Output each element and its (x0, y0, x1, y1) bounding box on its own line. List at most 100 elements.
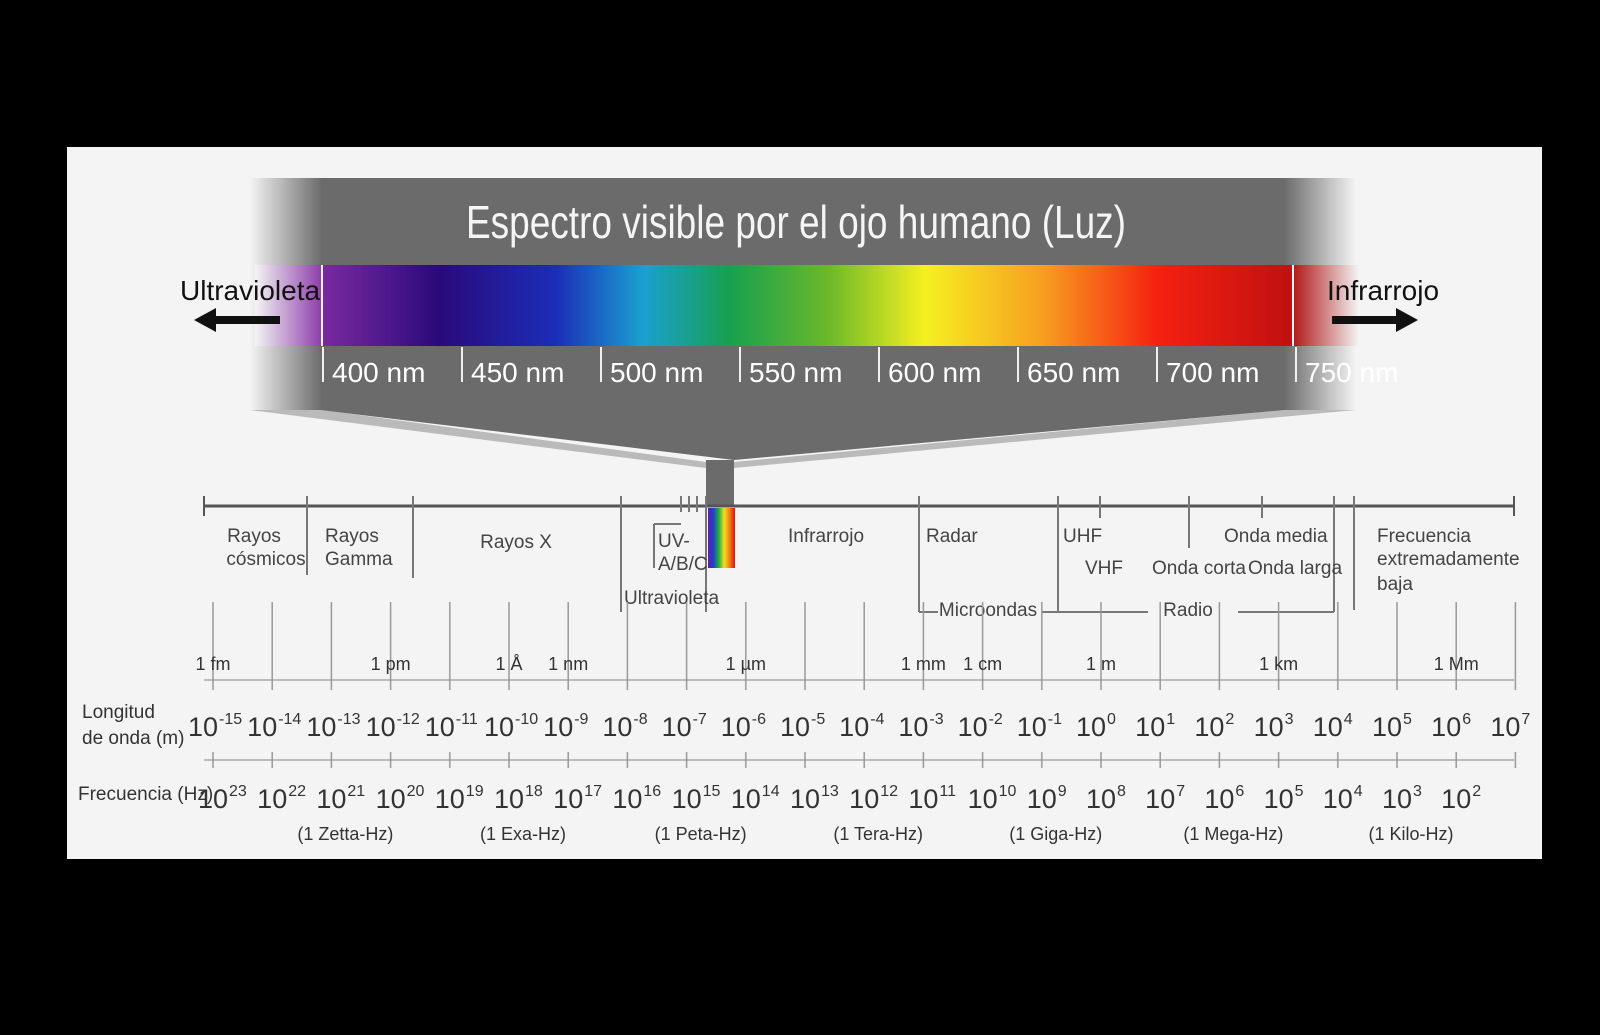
power-exponent: 6 (1462, 711, 1471, 728)
power-of-ten: 10 13 (790, 783, 839, 814)
power-of-ten: 10 17 (553, 783, 602, 814)
power-base: 10 (612, 784, 642, 814)
nm-tick-label: 600 nm (888, 357, 981, 388)
ultraviolet-fade (255, 265, 323, 346)
power-of-ten: 10 -1 (1017, 711, 1062, 742)
power-base: 10 (198, 784, 228, 814)
power-of-ten: 10 10 (968, 783, 1017, 814)
frequency-named-label: (1 Kilo-Hz) (1368, 824, 1453, 844)
power-of-ten: 10 18 (494, 783, 543, 814)
power-exponent: -14 (278, 711, 301, 728)
power-exponent: 21 (347, 783, 365, 800)
power-exponent: -9 (574, 711, 588, 728)
power-base: 10 (849, 784, 879, 814)
power-base: 10 (780, 712, 810, 742)
power-base: 10 (494, 784, 524, 814)
infrared-label: Infrarrojo (1327, 275, 1439, 306)
power-base: 10 (1382, 784, 1412, 814)
ultraviolet-band-label: Ultravioleta (624, 588, 719, 609)
named-length-label: 1 pm (371, 654, 411, 674)
frequency-powers: 10 23 10 22 10 21 10 20 10 19 10 18 10 17 10 16 10 15 10 14… (198, 783, 1481, 814)
power-of-ten: 10 21 (316, 783, 365, 814)
power-exponent: 17 (584, 783, 602, 800)
power-exponent: -15 (219, 711, 242, 728)
power-exponent: 8 (1117, 783, 1126, 800)
power-of-ten: 10 3 (1254, 711, 1294, 742)
power-exponent: 3 (1413, 783, 1422, 800)
wavelength-axis-label-2: de onda (m) (82, 728, 184, 749)
power-of-ten: 10 -5 (780, 711, 825, 742)
power-base: 10 (1204, 784, 1234, 814)
power-exponent: -4 (870, 711, 884, 728)
power-exponent: 16 (643, 783, 661, 800)
power-base: 10 (1076, 712, 1106, 742)
power-base: 10 (435, 784, 465, 814)
ultraviolet-label: Ultravioleta (180, 275, 320, 306)
power-of-ten: 10 6 (1204, 783, 1244, 814)
power-base: 10 (543, 712, 573, 742)
band-dividers (306, 496, 1355, 613)
power-of-ten: 10 16 (612, 783, 661, 814)
frequency-axis-label: Frecuencia (Hz) (78, 784, 213, 805)
wavelength-axis-label-1: Longitud (82, 702, 155, 723)
power-exponent: -7 (693, 711, 707, 728)
power-exponent: 14 (762, 783, 780, 800)
elf-label-2: extremadamente (1377, 549, 1520, 570)
power-exponent: 2 (1472, 783, 1481, 800)
power-base: 10 (672, 784, 702, 814)
power-base: 10 (1323, 784, 1353, 814)
power-base: 10 (1027, 784, 1057, 814)
power-base: 10 (1490, 712, 1520, 742)
power-base: 10 (1441, 784, 1471, 814)
power-base: 10 (790, 784, 820, 814)
elf-label-3: baja (1377, 574, 1413, 595)
power-of-ten: 10 6 (1431, 711, 1471, 742)
microwaves-label: Microondas (939, 600, 1037, 621)
power-base: 10 (898, 712, 928, 742)
decade-ticks (212, 602, 1517, 768)
power-base: 10 (188, 712, 218, 742)
power-exponent: -10 (515, 711, 538, 728)
power-of-ten: 10 -4 (839, 711, 884, 742)
power-of-ten: 10 2 (1194, 711, 1234, 742)
power-base: 10 (1264, 784, 1294, 814)
power-exponent: 10 (999, 783, 1017, 800)
radio-label: Radio (1163, 600, 1213, 621)
named-length-label: 1 km (1259, 654, 1298, 674)
frequency-named-label: (1 Mega-Hz) (1183, 824, 1283, 844)
power-of-ten: 10 -13 (306, 711, 360, 742)
power-base: 10 (839, 712, 869, 742)
power-of-ten: 10 19 (435, 783, 484, 814)
power-exponent: 15 (703, 783, 721, 800)
power-exponent: 4 (1354, 783, 1363, 800)
infrared-fade (1293, 265, 1359, 346)
power-of-ten: 10 23 (198, 783, 247, 814)
frequency-named-label: (1 Peta-Hz) (655, 824, 747, 844)
power-exponent: 7 (1176, 783, 1185, 800)
nm-tick-label: 500 nm (610, 357, 703, 388)
power-exponent: 18 (525, 783, 543, 800)
power-base: 10 (1431, 712, 1461, 742)
power-exponent: 9 (1058, 783, 1067, 800)
power-exponent: 5 (1295, 783, 1304, 800)
named-length-label: 1 fm (195, 654, 230, 674)
cosmic-rays-label-2: cósmicos (226, 549, 305, 570)
power-of-ten: 10 -7 (662, 711, 707, 742)
gamma-rays-label-2: Gamma (325, 549, 393, 570)
nm-tick-label: 450 nm (471, 357, 564, 388)
power-of-ten: 10 9 (1027, 783, 1067, 814)
power-exponent: 5 (1403, 711, 1412, 728)
uv-abc-label-1: UV- (658, 531, 690, 552)
uhf-label: UHF (1063, 526, 1102, 547)
power-base: 10 (602, 712, 632, 742)
power-base: 10 (1313, 712, 1343, 742)
power-exponent: 13 (821, 783, 839, 800)
power-exponent: 22 (288, 783, 306, 800)
gamma-rays-label-1: Rayos (325, 526, 379, 547)
power-base: 10 (257, 784, 287, 814)
nm-tick-label: 550 nm (749, 357, 842, 388)
cosmic-rays-label-1: Rayos (227, 526, 281, 547)
named-length-labels: 1 fm 1 pm 1 Å 1 nm 1 µm 1 mm 1 cm 1 m 1 km 1 Mm (195, 654, 1478, 674)
power-exponent: 0 (1107, 711, 1116, 728)
